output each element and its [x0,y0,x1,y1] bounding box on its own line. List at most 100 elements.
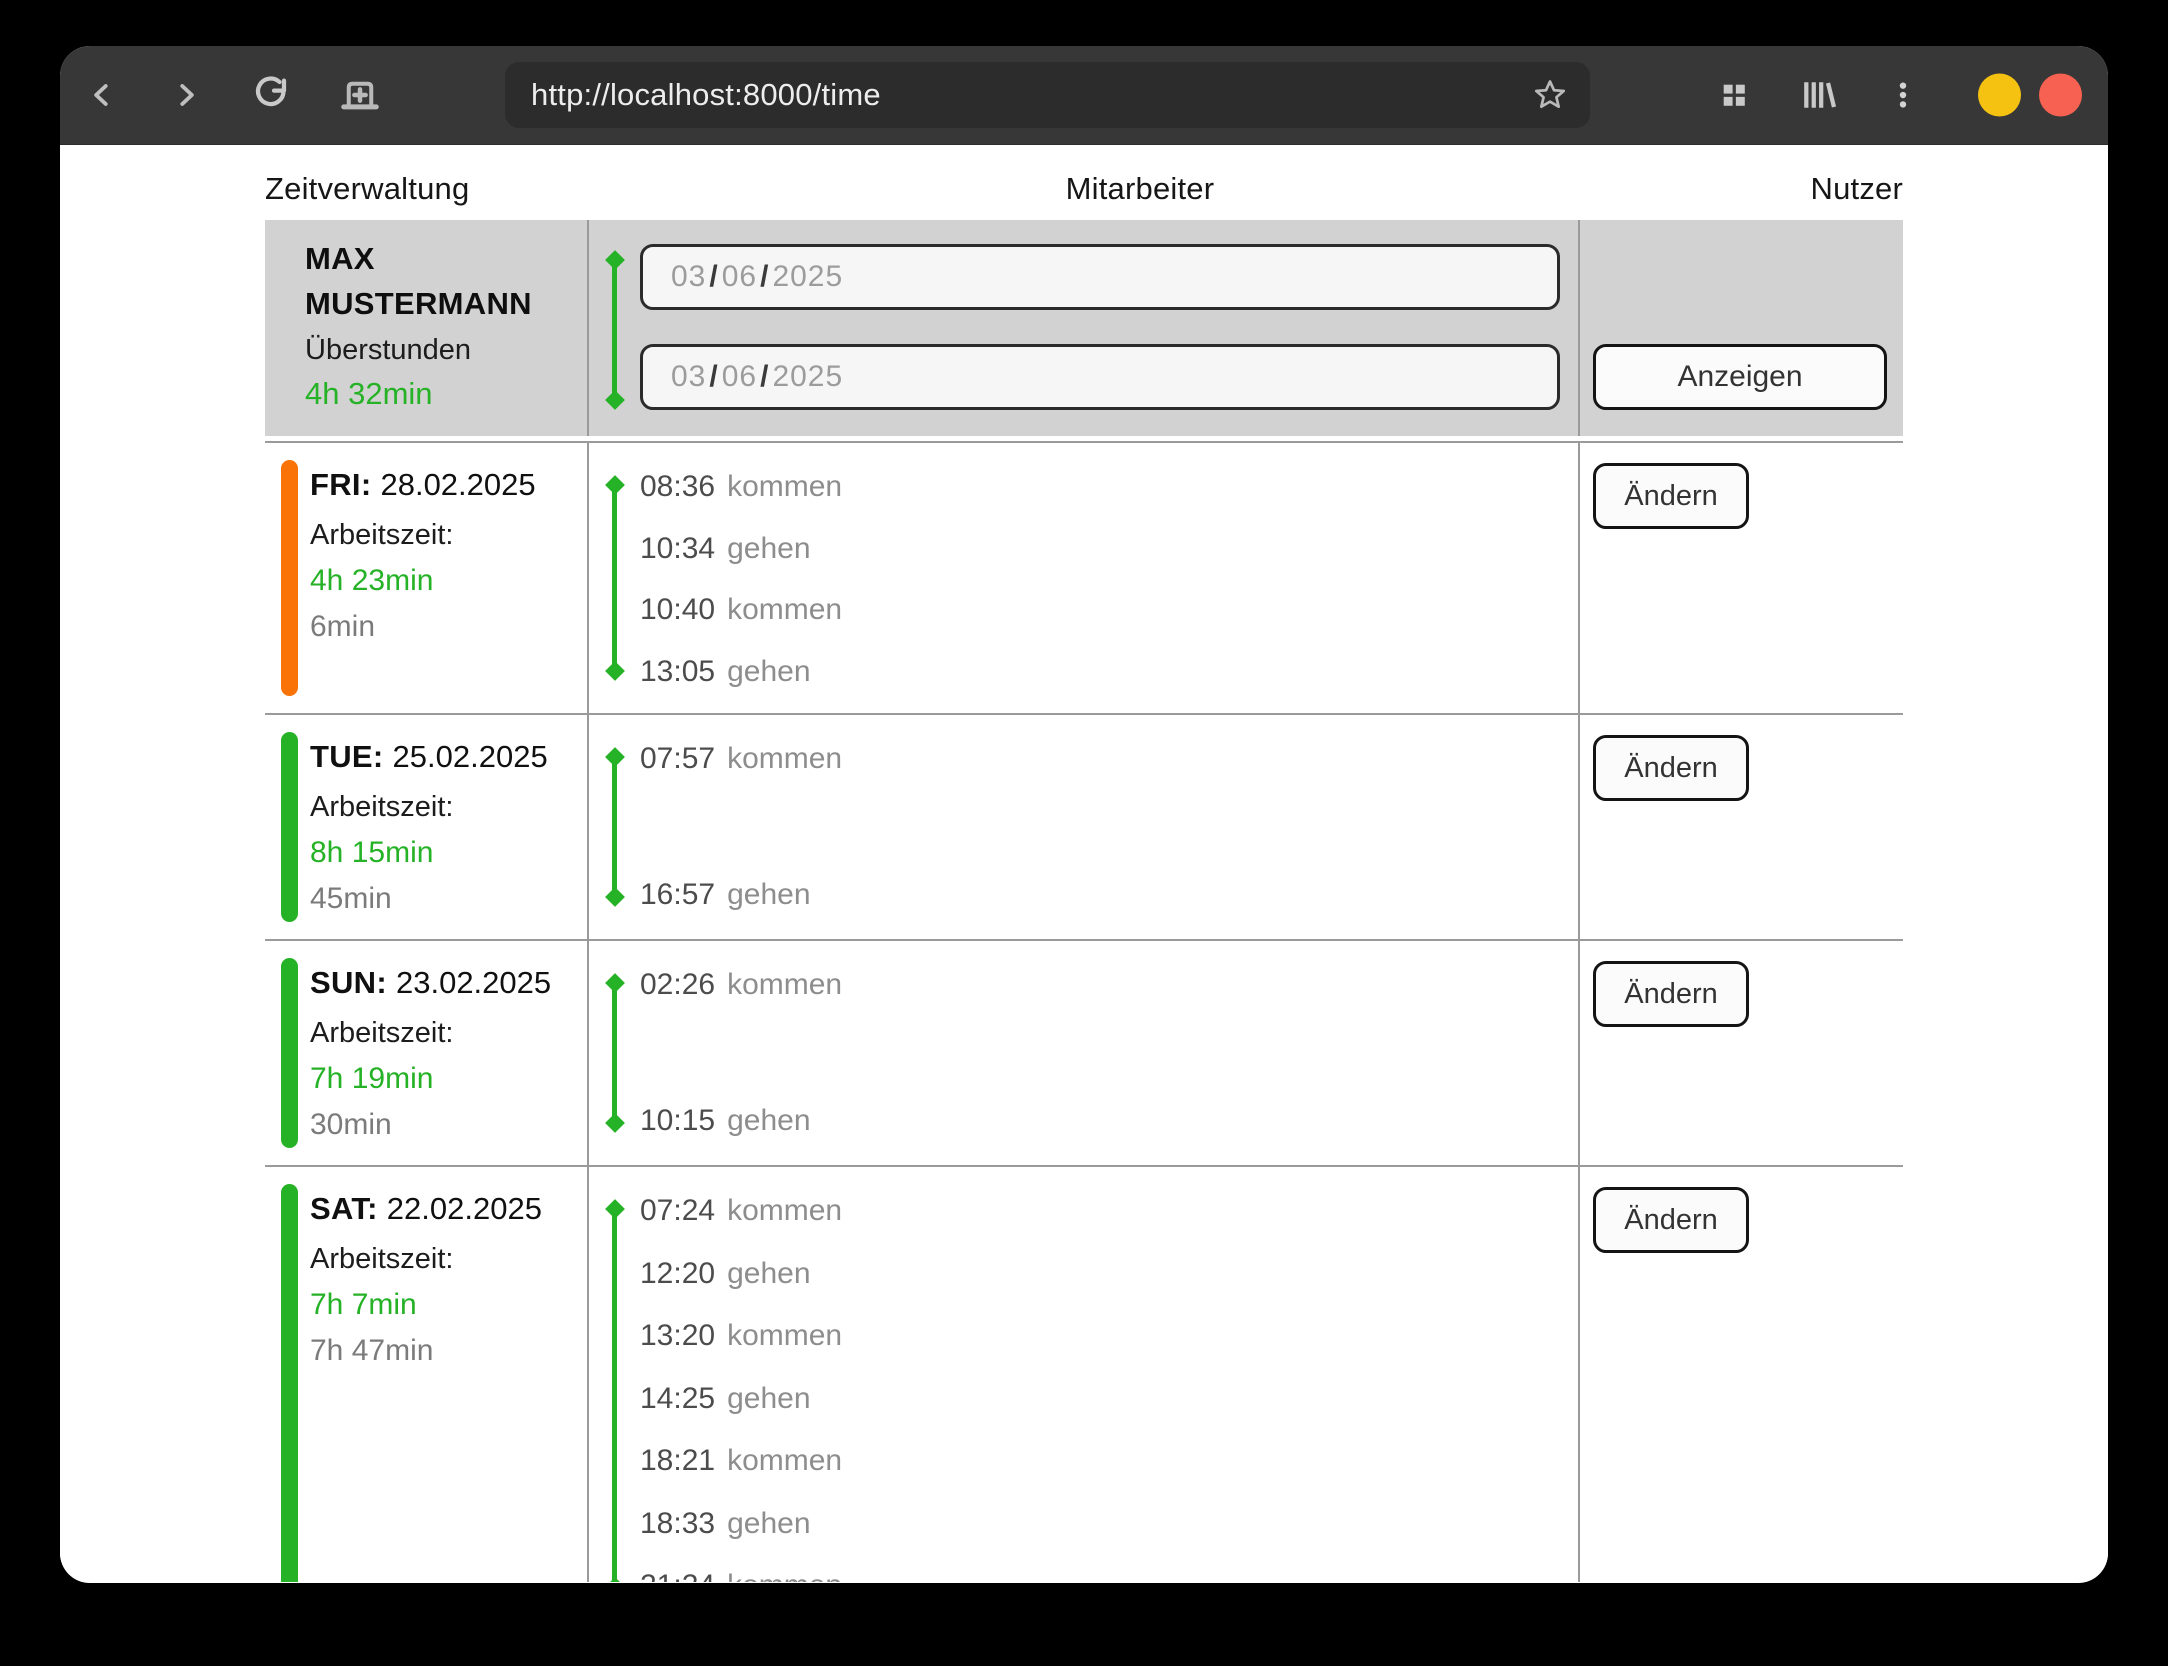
entry-kind: kommen [727,1319,843,1353]
entry-time: 07:57 [640,742,716,775]
entry-kind: gehen [727,1506,811,1540]
nav-mitarbeiter[interactable]: Mitarbeiter [1065,170,1215,206]
day-entries-cell: 08:36 kommen 10:34 gehen 10:40 kommen 13:05 geh… [589,443,1580,713]
library-icon[interactable] [1796,73,1840,117]
date-input-to[interactable]: 03 / 06 / 2025 [640,344,1560,410]
time-entry: 02:26 kommen [640,953,1578,1017]
employee-name-line2: MUSTERMANN [305,286,532,321]
bookmark-star-icon[interactable] [1528,73,1572,117]
time-entry: 13:05 gehen [640,640,1578,702]
day-label: TUE: [310,739,384,774]
aendern-button[interactable]: Ändern [1593,1187,1749,1253]
entry-kind: gehen [727,1256,811,1290]
date-from-day[interactable]: 03 [671,260,707,293]
entry-kind: kommen [727,968,843,1001]
time-entry: 21:24 kommen [640,1554,1578,1582]
date-to-year[interactable]: 2025 [772,360,844,393]
close-button[interactable] [2039,73,2082,117]
date-from-year[interactable]: 2025 [772,260,844,293]
day-date: 25.02.2025 [392,739,548,774]
worktime-label: Arbeitszeit: [310,791,454,823]
time-entry: 07:57 kommen [640,727,1578,791]
worktime-value: 4h 23min [310,564,434,597]
grid-icon[interactable] [1712,73,1756,117]
url-bar[interactable]: http://localhost:8000/time [505,62,1590,128]
day-entries-cell: 07:57 kommen 16:57 gehen [589,715,1580,939]
entry-kind: kommen [727,593,843,626]
day-rows: FRI: 28.02.2025 Arbeitszeit: 4h 23min 6mi… [265,441,1903,1582]
day-status-bar [281,1184,298,1582]
entry-kind: kommen [727,1569,842,1582]
worktime-label: Arbeitszeit: [310,1017,454,1049]
day-action-cell: Ändern [1580,1167,1901,1582]
time-entry: 13:20 kommen [640,1304,1578,1367]
back-icon[interactable] [80,73,124,117]
entry-time: 10:40 [640,593,716,626]
worktime-label: Arbeitszeit: [310,519,454,551]
entry-kind: gehen [727,878,811,911]
menu-kebab-icon[interactable] [1881,73,1925,117]
date-to-month[interactable]: 06 [721,360,758,393]
date-input-from[interactable]: 03 / 06 / 2025 [640,244,1560,310]
time-table: MAX MUSTERMANN Überstunden 4h 32min 03 /… [265,220,1903,1582]
show-cell: Anzeigen [1580,220,1901,436]
time-entry: 07:24 kommen [640,1179,1578,1242]
entry-kind: kommen [727,1444,843,1478]
entry-time: 13:05 [640,654,716,688]
day-row: SAT: 22.02.2025 Arbeitszeit: 7h 7min 7h 4… [265,1165,1903,1582]
date-separator: / [760,260,770,293]
day-status-bar [281,958,298,1148]
day-status-bar [281,460,298,696]
date-range-cell: 03 / 06 / 2025 03 / 06 / 2025 [589,220,1580,436]
entry-kind: gehen [727,1381,811,1415]
entry-time: 10:34 [640,531,716,565]
day-date: 28.02.2025 [380,467,536,502]
worktime-value: 7h 7min [310,1288,417,1321]
aendern-button[interactable]: Ändern [1593,961,1749,1027]
date-separator: / [709,260,719,293]
date-separator: / [709,360,719,393]
pause-value: 45min [310,882,392,915]
entry-time: 21:24 [640,1569,715,1582]
date-to-day[interactable]: 03 [671,360,707,393]
day-label: SUN: [310,965,387,1000]
day-entries-cell: 02:26 kommen 10:15 gehen [589,941,1580,1165]
aendern-button[interactable]: Ändern [1593,463,1749,529]
date-separator: / [760,360,770,393]
day-row: FRI: 28.02.2025 Arbeitszeit: 4h 23min 6mi… [265,441,1903,713]
employee-name-line1: MAX [305,241,375,276]
nav-nutzer[interactable]: Nutzer [1810,170,1903,206]
aendern-button[interactable]: Ändern [1593,735,1749,801]
summary-panel: MAX MUSTERMANN Überstunden 4h 32min 03 /… [265,220,1903,436]
day-date: 23.02.2025 [395,965,552,1000]
day-label: SAT: [310,1191,378,1226]
day-timeline [612,757,617,897]
time-entry: 16:57 gehen [640,863,1578,927]
url-text[interactable]: http://localhost:8000/time [531,77,881,112]
entry-time: 13:20 [640,1319,716,1353]
overtime-value: 4h 32min [305,376,433,411]
pause-value: 30min [310,1108,392,1141]
entry-time: 12:20 [640,1256,716,1290]
browser-toolbar: http://localhost:8000/time [60,46,2108,145]
new-tab-icon[interactable] [338,73,382,117]
day-action-cell: Ändern [1580,715,1901,939]
anzeigen-button[interactable]: Anzeigen [1593,344,1887,410]
day-summary-cell: FRI: 28.02.2025 Arbeitszeit: 4h 23min 6mi… [265,443,589,713]
entry-time: 14:25 [640,1381,716,1415]
forward-icon[interactable] [164,73,208,117]
reload-icon[interactable] [249,73,293,117]
minimize-button[interactable] [1978,73,2021,117]
nav-zeitverwaltung[interactable]: Zeitverwaltung [265,170,470,206]
date-from-month[interactable]: 06 [721,260,758,293]
time-app-page: Zeitverwaltung Mitarbeiter Nutzer MAX MU… [60,145,2108,1582]
worktime-label: Arbeitszeit: [310,1243,454,1275]
time-entry: 18:21 kommen [640,1429,1578,1492]
entry-kind: gehen [727,1104,811,1137]
entry-time: 16:57 [640,878,716,911]
entry-kind: kommen [727,1194,843,1227]
day-summary-cell: SAT: 22.02.2025 Arbeitszeit: 7h 7min 7h 4… [265,1167,589,1582]
entry-time: 02:26 [640,968,716,1001]
day-timeline [612,983,617,1123]
entry-time: 10:15 [640,1104,716,1137]
